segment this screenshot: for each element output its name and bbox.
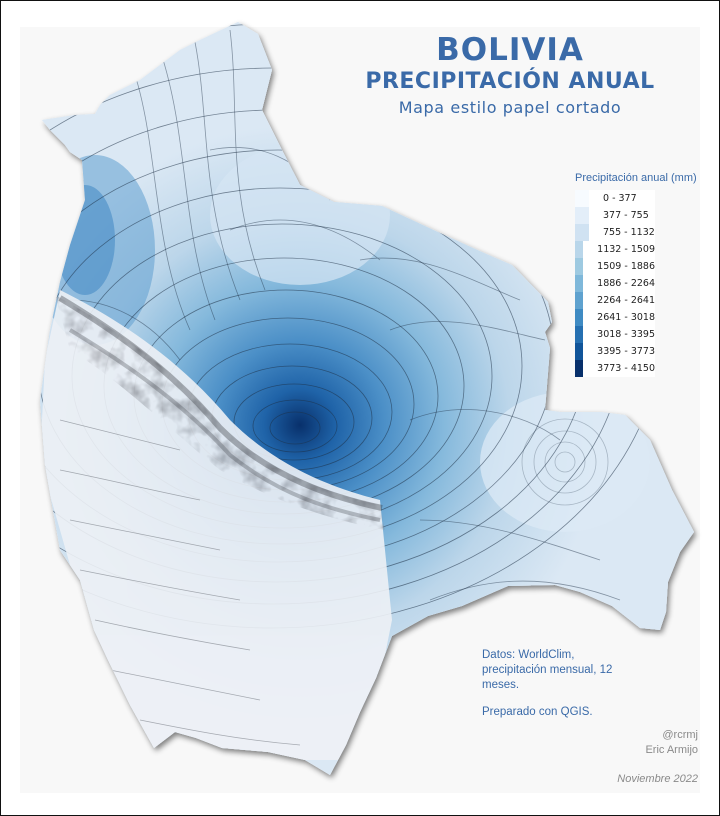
legend-label: 2641 - 3018 (597, 312, 655, 323)
legend-swatch (575, 224, 589, 241)
map-tagline: Mapa estilo papel cortado (398, 98, 622, 117)
data-source-text: Datos: WorldClim, precipitación mensual,… (482, 649, 613, 691)
legend-swatch (575, 207, 589, 224)
data-credits: Datos: WorldClim, precipitación mensual,… (482, 648, 622, 720)
map-date: Noviembre 2022 (617, 773, 698, 785)
legend-item: 1886 - 2264 (575, 275, 655, 292)
legend-title: Precipitación anual (mm) (575, 172, 697, 184)
title-block: BOLIVIA PRECIPITACIÓN ANUAL Mapa estilo … (330, 32, 690, 120)
legend-swatch (575, 190, 589, 207)
map-title: BOLIVIA (436, 32, 584, 68)
legend-item: 3395 - 3773 (575, 343, 655, 360)
legend-swatch (575, 292, 584, 309)
map-subtitle: PRECIPITACIÓN ANUAL (365, 69, 655, 94)
legend-label: 3018 - 3395 (597, 329, 655, 340)
legend-label: 377 - 755 (603, 210, 649, 221)
legend-item: 1509 - 1886 (575, 258, 655, 275)
legend-item: 1132 - 1509 (575, 241, 655, 258)
legend-swatch (575, 326, 584, 343)
author-name: Eric Armijo (645, 744, 698, 756)
legend-label: 1509 - 1886 (597, 261, 655, 272)
legend: Precipitación anual (mm) 0 - 377 377 - 7… (575, 172, 705, 377)
legend-label: 1886 - 2264 (597, 278, 655, 289)
tool-credit-text: Preparado con QGIS. (482, 706, 593, 718)
legend-label: 3395 - 3773 (597, 346, 655, 357)
legend-swatch (575, 241, 584, 258)
legend-item: 755 - 1132 (575, 224, 655, 241)
legend-label: 3773 - 4150 (597, 363, 655, 374)
author-handle: @rcrmj (662, 729, 698, 741)
author-block: @rcrmj Eric Armijo (645, 728, 698, 758)
legend-label: 1132 - 1509 (597, 244, 655, 255)
legend-swatch (575, 343, 584, 360)
legend-item: 3018 - 3395 (575, 326, 655, 343)
legend-item: 2264 - 2641 (575, 292, 655, 309)
legend-swatch (575, 360, 584, 377)
legend-item: 3773 - 4150 (575, 360, 655, 377)
legend-swatch (575, 309, 584, 326)
legend-swatch (575, 275, 584, 292)
legend-swatch (575, 258, 584, 275)
legend-label: 0 - 377 (603, 193, 637, 204)
legend-label: 755 - 1132 (603, 227, 655, 238)
legend-list: 0 - 377 377 - 755 755 - 1132 1132 - 1509… (575, 190, 655, 377)
legend-item: 0 - 377 (575, 190, 655, 207)
legend-label: 2264 - 2641 (597, 295, 655, 306)
legend-item: 377 - 755 (575, 207, 655, 224)
legend-item: 2641 - 3018 (575, 309, 655, 326)
